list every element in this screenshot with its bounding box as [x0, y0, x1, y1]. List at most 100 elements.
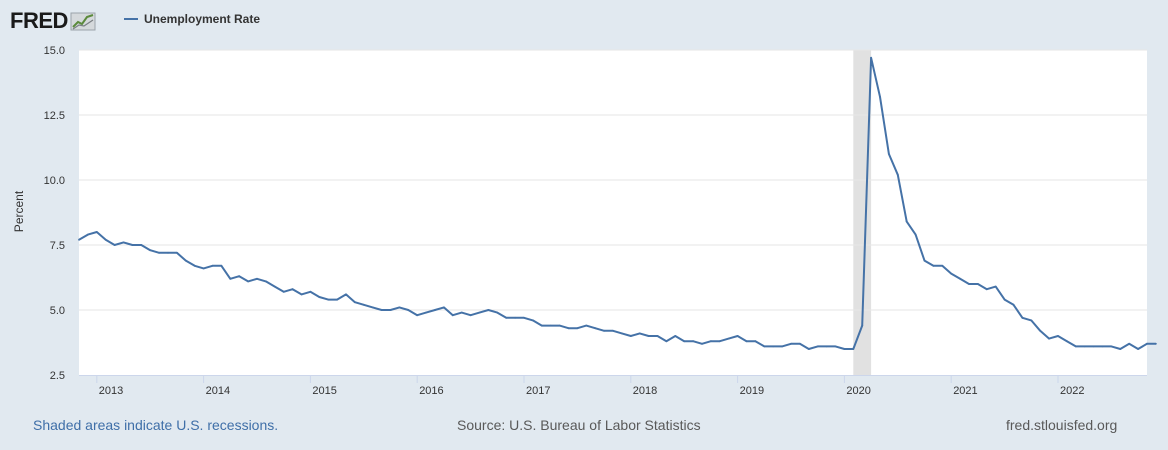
data-point [727, 337, 730, 340]
data-point [478, 311, 481, 314]
series-line [78, 56, 1156, 350]
data-point [1030, 319, 1033, 322]
x-tick-label: 2020 [846, 385, 870, 397]
data-point [389, 309, 392, 311]
data-point [977, 283, 979, 285]
data-point [407, 309, 410, 311]
data-point [665, 340, 668, 343]
data-point [932, 264, 935, 267]
data-point [514, 316, 516, 319]
source-note: Source: U.S. Bureau of Labor Statistics [457, 417, 701, 433]
data-point [603, 329, 605, 332]
data-point [718, 340, 721, 343]
legend-label: Unemployment Rate [144, 12, 261, 26]
data-point [540, 324, 543, 327]
data-point [1012, 303, 1015, 306]
data-point [861, 324, 864, 327]
data-point [256, 277, 258, 280]
x-tick-label: 2022 [1060, 385, 1084, 397]
data-point [692, 340, 694, 343]
data-point [1155, 342, 1157, 345]
y-tick-label: 2.5 [50, 370, 65, 382]
recession-note-link[interactable]: Shaded areas indicate U.S. recessions. [33, 417, 279, 433]
data-point [380, 309, 383, 311]
x-tick-label: 2021 [953, 385, 977, 397]
data-point [1057, 335, 1059, 337]
data-point [1092, 345, 1095, 348]
chart-legend[interactable]: Unemployment Rate [124, 12, 260, 26]
data-point [807, 348, 810, 350]
data-point [647, 335, 650, 337]
data-point [834, 345, 837, 348]
data-point [888, 153, 890, 155]
data-point [629, 335, 632, 337]
data-point [576, 327, 579, 330]
data-point [558, 324, 561, 327]
x-tick-label: 2018 [633, 385, 657, 397]
data-point [549, 324, 552, 327]
data-point [585, 324, 588, 327]
data-point [1146, 342, 1148, 345]
data-point [1083, 345, 1086, 348]
data-point [158, 251, 161, 254]
data-point [184, 259, 187, 262]
data-point [638, 332, 641, 335]
data-point [443, 306, 445, 309]
data-point [345, 293, 347, 296]
data-point [1128, 342, 1131, 345]
data-point [790, 342, 792, 345]
y-tick-label: 7.5 [50, 240, 65, 252]
data-point [941, 264, 944, 267]
data-point [149, 249, 152, 252]
data-point [612, 329, 614, 332]
data-point [469, 314, 472, 317]
data-point [1039, 329, 1042, 332]
fred-logo[interactable]: FRED [10, 8, 96, 34]
y-tick-label: 15.0 [44, 45, 65, 57]
data-point [994, 285, 997, 288]
data-point [362, 303, 365, 306]
x-tick-label: 2019 [740, 385, 764, 397]
data-point [265, 280, 267, 283]
data-point [950, 272, 953, 275]
data-point [799, 342, 801, 345]
data-point [167, 251, 169, 254]
data-point [291, 288, 294, 291]
data-point [879, 95, 881, 98]
data-point [870, 56, 872, 59]
data-point [487, 309, 490, 311]
data-point [1021, 316, 1024, 319]
data-point [220, 264, 223, 267]
data-point [113, 244, 116, 246]
data-point [816, 345, 819, 348]
data-point [398, 306, 401, 309]
data-point [843, 348, 846, 350]
data-point [914, 233, 917, 236]
data-point [131, 244, 134, 246]
data-point [309, 290, 312, 293]
data-point [959, 277, 961, 280]
data-point [852, 348, 855, 350]
data-point [354, 301, 356, 304]
data-point [523, 316, 525, 319]
unemployment-chart[interactable]: 2.5 5.0 7.5 10.0 12.5 15.0 2013 2014 2015 2016 201… [0, 0, 1168, 410]
data-point [772, 345, 775, 348]
data-point [1003, 298, 1006, 301]
data-point [567, 327, 570, 330]
data-point [122, 241, 125, 244]
x-tick-label: 2014 [206, 385, 230, 397]
data-point [451, 314, 454, 317]
y-tick-label: 12.5 [44, 110, 65, 122]
data-point [1101, 345, 1104, 348]
data-point [327, 298, 330, 301]
x-tick-label: 2013 [99, 385, 123, 397]
data-point [434, 309, 436, 311]
data-point [532, 319, 534, 322]
data-point [505, 316, 508, 319]
y-axis-title: Percent [12, 190, 26, 232]
data-point [781, 345, 783, 348]
data-point [1137, 348, 1139, 350]
data-point [211, 264, 214, 267]
site-url: fred.stlouisfed.org [1006, 417, 1118, 433]
data-point [1074, 345, 1077, 348]
